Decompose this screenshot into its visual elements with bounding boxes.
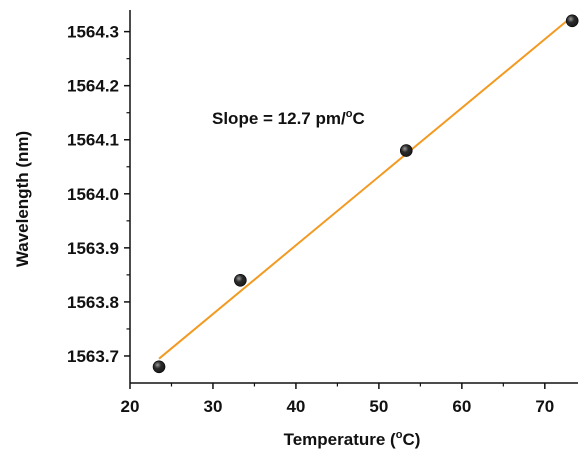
- x-axis-label: Temperature (oC): [284, 429, 421, 449]
- data-point: [234, 273, 247, 287]
- y-axis-label: Wavelength (nm): [13, 131, 32, 267]
- annotation-prefix: Slope = 12.7 pm/: [212, 109, 346, 128]
- x-tick-label: 30: [204, 397, 223, 416]
- axes: 20 30 40 50 60 70 1563.7 1563.8 1563.9 1564.0 1564…: [67, 10, 578, 416]
- y-tick-label: 1564.2: [67, 77, 119, 96]
- annotation-suffix: C: [352, 109, 364, 128]
- data-layer: [152, 14, 579, 374]
- x-tick-label: 60: [452, 397, 471, 416]
- fit-line: [158, 15, 573, 360]
- x-tick-label: 40: [286, 397, 305, 416]
- y-tick-label: 1564.3: [67, 23, 119, 42]
- x-axis-label-suffix: C): [402, 430, 420, 449]
- y-tick-label: 1564.0: [67, 185, 119, 204]
- y-tick-label: 1563.9: [67, 239, 119, 258]
- chart-annotation-slope: Slope = 12.7 pm/oC: [212, 108, 365, 128]
- y-tick-label: 1563.8: [67, 293, 119, 312]
- data-point: [565, 14, 579, 28]
- x-tick-label: 20: [121, 397, 140, 416]
- annotation-sup: o: [346, 108, 353, 120]
- x-tick-label: 50: [369, 397, 388, 416]
- x-tick-label: 70: [535, 397, 554, 416]
- data-point: [399, 144, 413, 157]
- x-axis-label-prefix: Temperature (: [284, 430, 396, 449]
- y-tick-label: 1564.1: [67, 131, 119, 150]
- data-point: [152, 360, 166, 374]
- x-axis-label-sup: o: [396, 429, 403, 441]
- y-tick-label: 1563.7: [67, 347, 119, 366]
